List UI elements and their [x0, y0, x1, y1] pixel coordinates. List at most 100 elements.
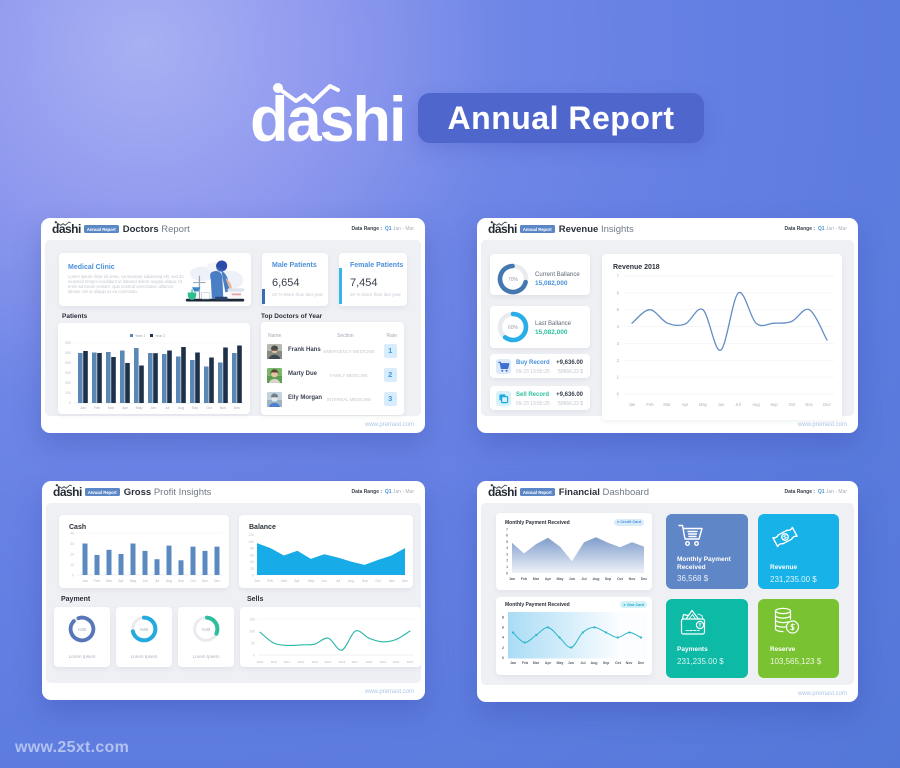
svg-text:40: 40	[70, 532, 74, 536]
svg-text:100: 100	[249, 630, 255, 634]
svg-text:Jul: Jul	[735, 402, 740, 407]
svg-text:2014: 2014	[312, 660, 319, 664]
svg-text:7: 7	[506, 527, 508, 531]
svg-text:May: May	[557, 577, 564, 581]
svg-text:3: 3	[506, 552, 508, 556]
svg-text:Apr: Apr	[118, 579, 124, 583]
svg-text:Sep: Sep	[603, 661, 610, 665]
svg-text:Sep: Sep	[605, 577, 612, 581]
svg-text:300: 300	[65, 371, 71, 375]
svg-text:Jul: Jul	[580, 661, 585, 665]
svg-text:Feb: Feb	[94, 579, 100, 583]
svg-text:2012: 2012	[284, 660, 291, 664]
svg-text:500: 500	[65, 351, 71, 355]
svg-text:May: May	[308, 579, 315, 583]
svg-text:2019: 2019	[380, 660, 387, 664]
svg-text:70%: 70%	[508, 277, 519, 283]
svg-text:Jan: Jan	[82, 579, 88, 583]
svg-text:4: 4	[506, 546, 508, 550]
svg-text:0: 0	[72, 574, 74, 578]
svg-text:Mar: Mar	[108, 406, 115, 410]
svg-text:Aug: Aug	[178, 406, 184, 410]
svg-text:Jun: Jun	[718, 402, 725, 407]
svg-text:60%: 60%	[508, 325, 519, 331]
svg-text:%66: %66	[140, 627, 149, 632]
svg-text:Nov: Nov	[626, 661, 633, 665]
svg-text:Jan: Jan	[254, 579, 260, 583]
svg-text:4: 4	[617, 324, 620, 329]
svg-text:30: 30	[70, 542, 74, 546]
svg-text:Jan: Jan	[629, 402, 636, 407]
svg-text:Jul: Jul	[165, 406, 170, 410]
svg-text:Feb: Feb	[521, 577, 528, 581]
svg-text:150: 150	[249, 618, 255, 622]
svg-text:Aug: Aug	[591, 661, 598, 665]
svg-text:May: May	[557, 661, 564, 665]
svg-text:Mar: Mar	[106, 579, 113, 583]
svg-text:Aug: Aug	[348, 579, 354, 583]
svg-text:3: 3	[617, 341, 620, 346]
svg-text:Aug: Aug	[166, 579, 172, 583]
svg-text:Apr: Apr	[545, 661, 552, 665]
svg-text:Jun: Jun	[569, 577, 575, 581]
svg-text:0: 0	[617, 392, 620, 397]
svg-text:40: 40	[250, 560, 254, 564]
svg-text:Revenue 2018: Revenue 2018	[613, 264, 660, 271]
svg-text:6: 6	[502, 626, 504, 630]
svg-text:Sep: Sep	[192, 406, 198, 410]
svg-text:200: 200	[65, 381, 71, 385]
svg-text:Dec: Dec	[402, 579, 408, 583]
svg-text:Jul: Jul	[581, 577, 586, 581]
svg-text:2020: 2020	[393, 660, 400, 664]
svg-text:Apr: Apr	[122, 406, 128, 410]
svg-text:Balance: Balance	[249, 524, 276, 531]
svg-text:May: May	[699, 402, 708, 407]
svg-text:Jun: Jun	[568, 661, 574, 665]
svg-text:20: 20	[250, 567, 254, 571]
svg-text:100: 100	[65, 391, 71, 395]
svg-text:Oct: Oct	[375, 579, 380, 583]
svg-text:0: 0	[253, 654, 255, 658]
svg-text:Apr: Apr	[682, 402, 689, 407]
svg-text:Jun: Jun	[321, 579, 327, 583]
svg-text:Dec: Dec	[234, 406, 241, 410]
svg-text:2015: 2015	[325, 660, 332, 664]
svg-text:Nov: Nov	[629, 577, 636, 581]
svg-text:5: 5	[506, 540, 508, 544]
svg-text:6: 6	[617, 290, 620, 295]
svg-text:5: 5	[617, 307, 620, 312]
svg-text:Jun: Jun	[150, 406, 156, 410]
svg-text:600: 600	[65, 341, 71, 345]
svg-text:400: 400	[65, 361, 71, 365]
svg-text:Apr: Apr	[545, 577, 552, 581]
svg-text:1: 1	[617, 375, 620, 380]
svg-text:Oct: Oct	[190, 579, 195, 583]
svg-text:Mar: Mar	[533, 577, 540, 581]
svg-text:2016: 2016	[339, 660, 346, 664]
svg-text:Feb: Feb	[94, 406, 100, 410]
svg-text:Nov: Nov	[202, 579, 208, 583]
svg-text:120: 120	[248, 533, 254, 537]
svg-text:8: 8	[502, 616, 504, 620]
svg-text:2: 2	[617, 358, 620, 363]
svg-text:Oct: Oct	[789, 402, 796, 407]
svg-text:Mar: Mar	[663, 402, 671, 407]
svg-text:2: 2	[506, 559, 508, 563]
svg-text:%85: %85	[78, 627, 87, 632]
svg-text:Sep: Sep	[362, 579, 368, 583]
svg-text:Nov: Nov	[220, 406, 227, 410]
svg-text:May: May	[136, 406, 143, 410]
svg-text:Sep: Sep	[178, 579, 184, 583]
svg-text:Jul: Jul	[155, 579, 160, 583]
svg-text:Year 2: Year 2	[155, 334, 165, 338]
svg-text:100: 100	[248, 540, 254, 544]
svg-text:20: 20	[70, 553, 74, 557]
svg-text:Dec: Dec	[641, 577, 648, 581]
svg-text:Sep: Sep	[770, 402, 778, 407]
svg-text:Year 1: Year 1	[135, 334, 145, 338]
svg-text:Mar: Mar	[533, 661, 540, 665]
svg-text:%30: %30	[202, 627, 211, 632]
svg-text:0: 0	[502, 656, 504, 660]
svg-text:Dec: Dec	[214, 579, 220, 583]
svg-text:Jan: Jan	[509, 577, 515, 581]
